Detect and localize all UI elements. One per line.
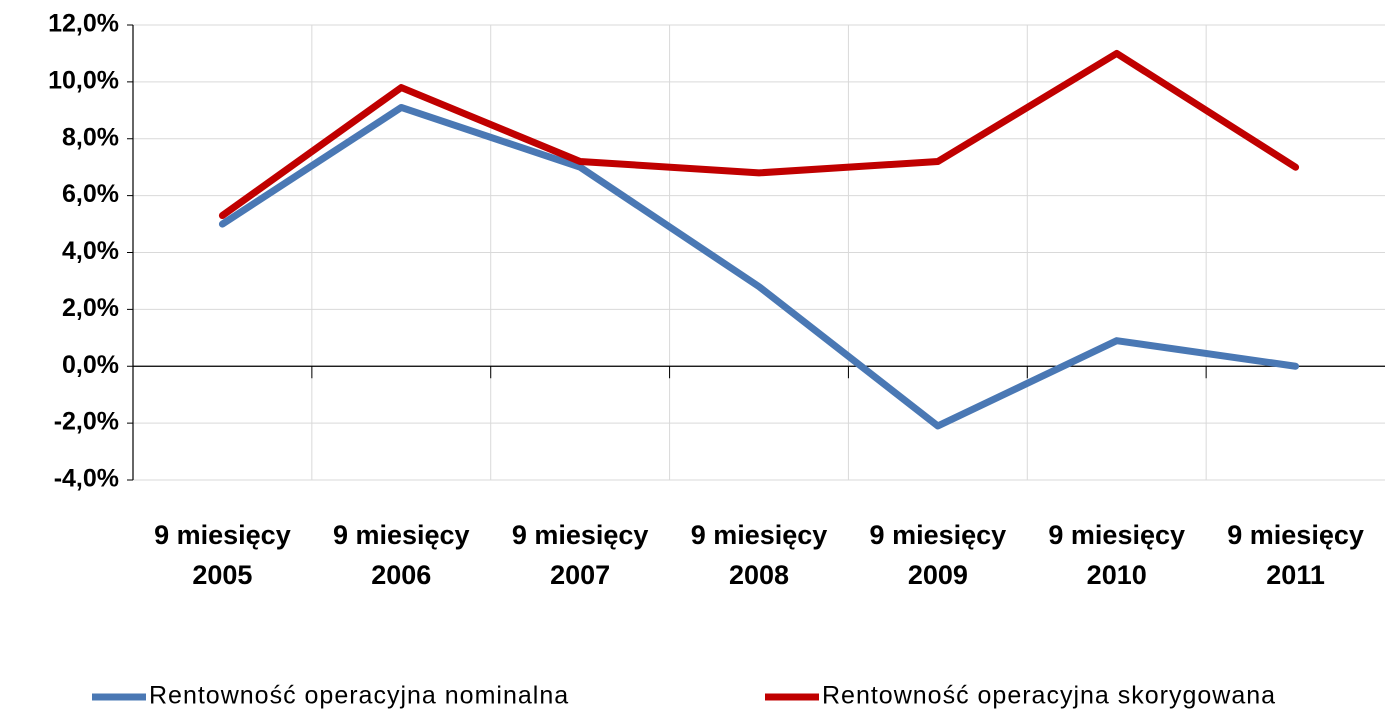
- series-line: [218, 49, 1300, 220]
- y-tick-label: -4,0%: [54, 465, 119, 493]
- y-tick-label: 2,0%: [62, 294, 119, 322]
- y-tick-label: 10,0%: [48, 66, 119, 94]
- legend-label: Rentowność operacyjna skorygowana: [822, 682, 1276, 710]
- y-tick-label: 0,0%: [62, 351, 119, 379]
- x-tick-label: 9 miesięcy 2007: [512, 520, 649, 590]
- x-tick-label: 9 miesięcy 2010: [1048, 520, 1185, 590]
- x-tick-label: 9 miesięcy 2006: [333, 520, 470, 590]
- x-tick-label: 9 miesięcy 2011: [1227, 520, 1364, 590]
- x-tick-label: 9 miesięcy 2005: [154, 520, 291, 590]
- y-tick-label: 12,0%: [48, 10, 119, 38]
- y-tick-label: 4,0%: [62, 237, 119, 265]
- y-tick-label: -2,0%: [54, 408, 119, 436]
- legend-label: Rentowność operacyjna nominalna: [149, 682, 569, 710]
- series-line: [218, 103, 1300, 430]
- y-tick-label: 6,0%: [62, 180, 119, 208]
- x-tick-label: 9 miesięcy 2009: [870, 520, 1007, 590]
- x-tick-label: 9 miesięcy 2008: [691, 520, 828, 590]
- y-tick-label: 8,0%: [62, 123, 119, 151]
